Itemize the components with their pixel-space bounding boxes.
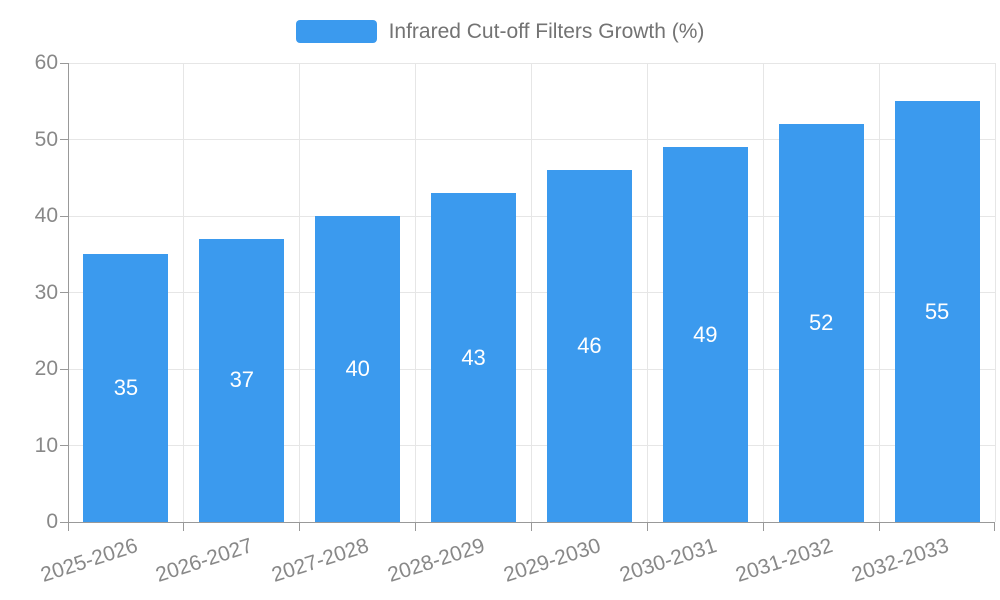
x-axis-line xyxy=(68,522,995,523)
x-axis-tick xyxy=(646,522,648,531)
bar[interactable]: 40 xyxy=(315,216,401,522)
bar-value-label: 55 xyxy=(924,298,950,324)
gridline-vertical xyxy=(762,63,764,522)
gridline-vertical xyxy=(531,63,532,522)
x-axis-category-label: 2025-2026 xyxy=(37,534,141,587)
x-axis-category-label: 2026-2027 xyxy=(153,534,256,587)
gridline-vertical xyxy=(299,63,301,522)
y-axis-tick xyxy=(60,292,68,293)
bar-value-label: 37 xyxy=(229,367,255,393)
x-axis-tick xyxy=(878,522,880,531)
bar-value-label: 35 xyxy=(113,375,139,401)
y-axis-tick-label: 60 xyxy=(34,51,58,74)
bar[interactable]: 52 xyxy=(778,124,864,522)
bar-value-label: 40 xyxy=(345,356,370,381)
x-axis-tick xyxy=(531,522,532,531)
bar-value-label: 46 xyxy=(577,333,602,359)
y-axis-tick xyxy=(60,215,68,217)
y-axis-tick-label: 30 xyxy=(34,280,58,304)
x-axis-tick xyxy=(67,522,69,531)
bar[interactable]: 49 xyxy=(662,147,748,522)
y-axis-tick xyxy=(60,521,68,523)
y-axis-tick xyxy=(60,62,68,64)
x-axis-category-label: 2027-2028 xyxy=(269,534,372,587)
x-axis-tick xyxy=(415,522,417,531)
legend-swatch-icon xyxy=(295,20,377,43)
y-axis-line xyxy=(68,63,69,522)
y-axis-tick-label: 40 xyxy=(34,204,58,227)
plot-area: 35 37 40 43 46 49 52 55 xyxy=(60,62,996,531)
x-axis-category-label: 2031-2032 xyxy=(732,534,836,587)
gridline-vertical xyxy=(415,63,417,522)
y-axis-tick-label: 50 xyxy=(34,127,58,151)
y-axis-tick xyxy=(60,368,68,370)
y-axis-tick-label: 0 xyxy=(46,510,58,533)
y-axis-tick xyxy=(60,445,68,446)
x-axis-tick xyxy=(183,522,185,531)
x-axis-category-label: 2032-2033 xyxy=(848,534,952,587)
y-axis-tick-label: 10 xyxy=(34,433,58,457)
bar[interactable]: 55 xyxy=(894,101,980,522)
y-axis-tick xyxy=(60,139,68,140)
bar-value-label: 49 xyxy=(693,321,718,347)
gridline-vertical xyxy=(994,63,996,522)
x-axis-tick xyxy=(299,522,301,531)
x-axis-category-label: 2028-2029 xyxy=(385,534,488,587)
y-axis-tick-label: 20 xyxy=(34,357,58,380)
bar[interactable]: 46 xyxy=(546,170,632,522)
legend-item[interactable]: Infrared Cut-off Filters Growth (%) xyxy=(0,20,1000,43)
gridline-vertical xyxy=(183,63,185,522)
x-axis-tick xyxy=(762,522,764,531)
bar[interactable]: 37 xyxy=(199,238,285,522)
x-axis-category-label: 2030-2031 xyxy=(616,534,720,587)
x-axis-category-label: 2029-2030 xyxy=(500,534,604,587)
bar-value-label: 43 xyxy=(461,344,486,370)
legend-label: Infrared Cut-off Filters Growth (%) xyxy=(388,20,705,43)
x-axis-tick xyxy=(993,522,995,531)
bar[interactable]: 35 xyxy=(83,254,169,522)
bar[interactable]: 43 xyxy=(431,193,517,522)
gridline-vertical xyxy=(646,63,648,522)
gridline-vertical xyxy=(878,63,880,522)
bar-value-label: 52 xyxy=(808,310,834,336)
